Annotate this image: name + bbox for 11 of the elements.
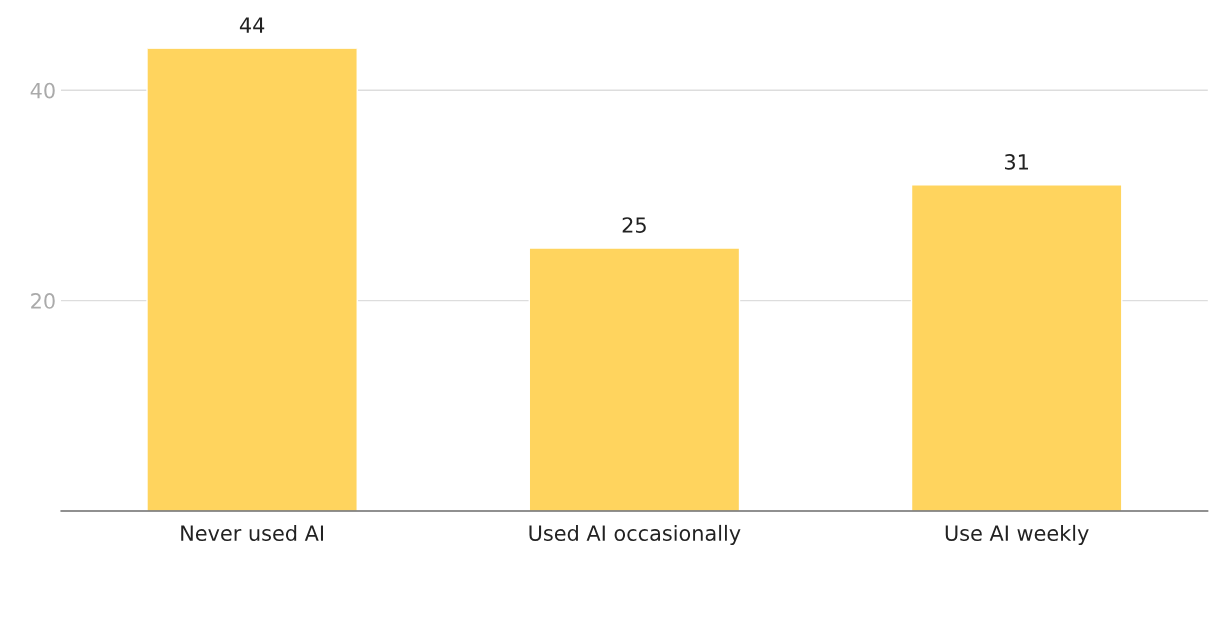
bar	[146, 48, 358, 511]
bar	[528, 247, 741, 511]
x-tick-label: Used AI occasionally	[529, 524, 741, 546]
y-tick-label: 40	[30, 82, 55, 99]
x-tick-label: Use AI weekly	[945, 524, 1089, 546]
data-label: 25	[622, 217, 646, 233]
bar	[910, 184, 1123, 511]
x-tick-label: Never used AI	[181, 524, 324, 542]
data-label: 44	[239, 17, 265, 33]
data-label: 31	[1005, 154, 1028, 170]
y-tick-label: 20	[31, 293, 55, 309]
